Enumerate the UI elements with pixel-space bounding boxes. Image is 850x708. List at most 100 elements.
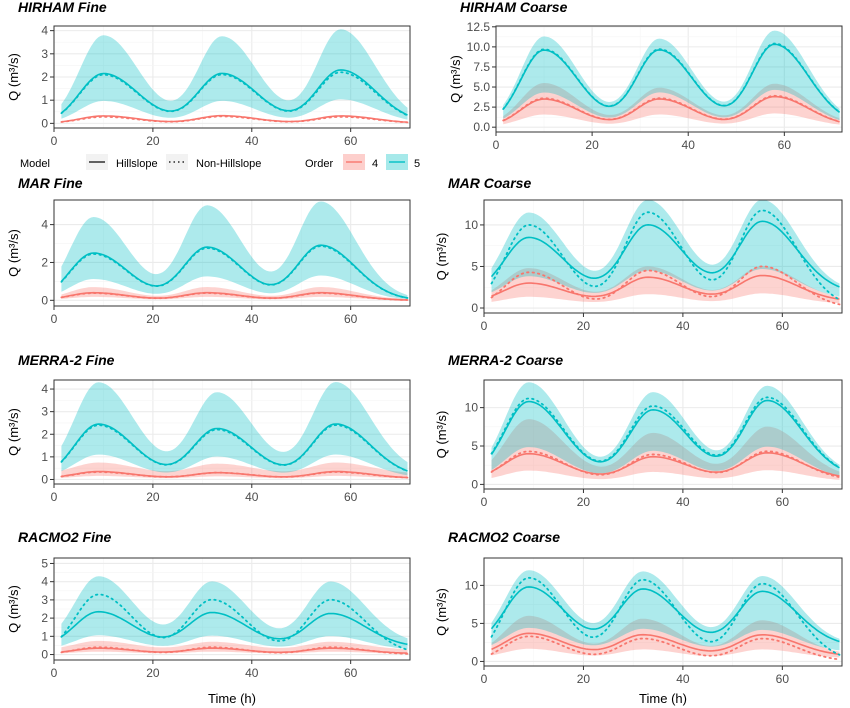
legend-non-hillslope-label: Non-Hillslope — [196, 158, 261, 170]
y-tick-label: 2 — [41, 611, 48, 625]
y-tick-label: 1 — [41, 450, 48, 464]
plot-area — [60, 29, 409, 124]
legend-order-title: Order — [305, 158, 333, 170]
ribbon-order-5 — [61, 201, 408, 300]
x-axis-label: Time (h) — [208, 691, 256, 706]
panel-border — [483, 199, 843, 314]
y-tick-label: 0 — [41, 116, 48, 130]
y-axis-label: Q (m³/s) — [6, 229, 21, 277]
line-order-4-hillslope — [61, 114, 408, 123]
x-tick-label: 20 — [577, 319, 591, 333]
line-order-5-hillslope — [60, 69, 408, 116]
plot-area — [60, 201, 409, 301]
panel-2: HIRHAM Coarse 0 20 40 60 0.0 2.5 5.0 7.5 10.0 12.5… — [448, 0, 843, 152]
y-tick-label: 0.0 — [473, 120, 490, 134]
line-order-4-hillslope — [61, 291, 408, 301]
y-tick-label: 5 — [471, 259, 478, 273]
ribbon-order-5 — [61, 29, 408, 120]
y-axis-label: Q (m³/s) — [448, 55, 463, 103]
y-tick-label: 1 — [41, 629, 48, 643]
line-order-4-hillslope — [491, 451, 840, 477]
line-order-4-non-hillslope — [490, 635, 841, 661]
x-tick-label: 20 — [146, 312, 160, 326]
y-tick-label: 0 — [471, 654, 478, 668]
ribbon-order-5 — [503, 30, 840, 121]
x-tick-label: 0 — [51, 490, 58, 504]
line-order-5-non-hillslope — [60, 424, 409, 472]
line-order-4-hillslope — [491, 632, 840, 656]
x-tick-label: 20 — [585, 138, 599, 152]
y-tick-label: 0 — [41, 648, 48, 662]
line-order-5-non-hillslope — [60, 245, 409, 299]
y-axis-label: Q (m³/s) — [6, 585, 21, 633]
y-tick-label: 5 — [41, 556, 48, 570]
ribbon-order-4 — [61, 287, 408, 301]
line-order-5-non-hillslope — [490, 396, 841, 469]
line-order-4-hillslope — [491, 274, 840, 300]
panel-title: HIRHAM Fine — [18, 0, 107, 15]
y-tick-label: 10 — [465, 578, 479, 592]
y-tick-label: 2 — [41, 70, 48, 84]
y-tick-label: 4 — [41, 575, 48, 589]
x-tick-label: 40 — [676, 495, 690, 509]
x-tick-label: 0 — [493, 138, 500, 152]
ribbon-order-4 — [61, 462, 408, 479]
panel-3: MAR Fine 0 20 40 60 0 2 4 Q (m³/s) — [6, 175, 411, 326]
x-tick-label: 60 — [344, 490, 358, 504]
x-tick-label: 0 — [51, 666, 58, 680]
panel-border — [53, 379, 411, 485]
x-tick-label: 20 — [146, 134, 160, 148]
plot-area — [60, 576, 409, 655]
plot-area — [490, 200, 841, 306]
x-tick-label: 60 — [344, 312, 358, 326]
x-tick-label: 20 — [146, 490, 160, 504]
x-tick-label: 40 — [682, 138, 696, 152]
line-order-4-non-hillslope — [490, 265, 841, 306]
y-tick-label: 2.5 — [473, 100, 490, 114]
y-axis-label: Q (m³/s) — [6, 408, 21, 456]
y-tick-label: 10.0 — [467, 40, 491, 54]
y-axis-label: Q (m³/s) — [434, 588, 449, 636]
y-tick-label: 4 — [41, 218, 48, 232]
legend: Model Hillslope Non-Hillslope Order 4 5 — [20, 154, 420, 170]
panel-title: MAR Coarse — [448, 175, 531, 191]
y-tick-label: 5 — [471, 439, 478, 453]
x-tick-label: 40 — [245, 312, 259, 326]
x-tick-label: 20 — [577, 672, 591, 686]
y-tick-label: 10 — [465, 218, 479, 232]
y-axis-label: Q (m³/s) — [434, 233, 449, 281]
panel-border — [53, 199, 411, 307]
line-order-5-hillslope — [490, 220, 840, 288]
legend-order-4-label: 4 — [372, 158, 378, 170]
y-tick-label: 12.5 — [467, 20, 491, 34]
y-tick-label: 5 — [471, 616, 478, 630]
panel-title: MERRA-2 Coarse — [448, 352, 563, 368]
x-tick-label: 60 — [776, 495, 790, 509]
line-order-5-hillslope — [60, 610, 408, 646]
y-tick-label: 3 — [41, 47, 48, 61]
x-tick-label: 40 — [676, 672, 690, 686]
plot-area — [502, 30, 841, 125]
panel-6: MERRA-2 Coarse 0 20 40 60 0 5 10 Q (m³/s) — [434, 352, 843, 509]
x-tick-label: 0 — [51, 134, 58, 148]
legend-hillslope-label: Hillslope — [116, 158, 158, 170]
y-tick-label: 4 — [41, 382, 48, 396]
panel-title: RACMO2 Fine — [18, 529, 112, 545]
y-tick-label: 3 — [41, 405, 48, 419]
plot-area — [490, 382, 841, 480]
ribbon-order-5 — [61, 382, 408, 476]
x-tick-label: 60 — [778, 138, 792, 152]
y-tick-label: 0 — [471, 477, 478, 491]
y-tick-label: 3 — [41, 593, 48, 607]
panel-title: RACMO2 Coarse — [448, 529, 560, 545]
panel-4: MAR Coarse 0 20 40 60 0 5 10 Q (m³/s) — [434, 175, 843, 333]
y-tick-label: 0 — [471, 301, 478, 315]
ribbon-order-5 — [491, 382, 840, 476]
y-tick-label: 1 — [41, 93, 48, 107]
legend-model-title: Model — [20, 158, 50, 170]
y-tick-label: 7.5 — [473, 60, 490, 74]
line-order-4-hillslope — [502, 95, 840, 123]
y-tick-label: 10 — [465, 401, 479, 415]
line-order-4-non-hillslope — [490, 450, 841, 478]
